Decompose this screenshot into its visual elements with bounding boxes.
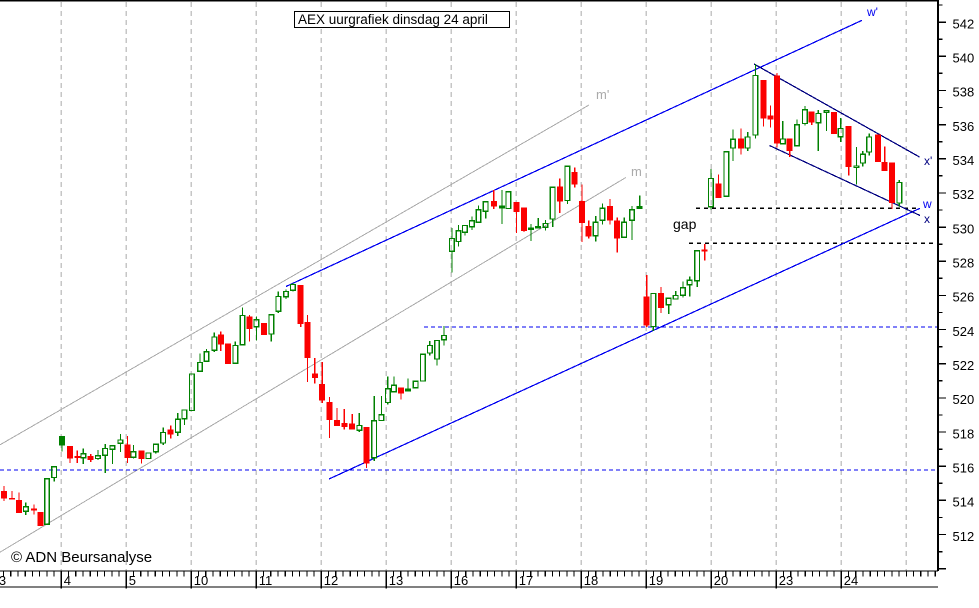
- svg-text:17: 17: [519, 573, 533, 588]
- svg-text:3: 3: [0, 573, 6, 588]
- svg-text:5: 5: [129, 573, 136, 588]
- svg-text:13: 13: [389, 573, 403, 588]
- svg-text:536: 536: [953, 119, 975, 134]
- svg-text:512: 512: [953, 529, 975, 544]
- svg-text:19: 19: [649, 573, 663, 588]
- svg-text:AEX uurgrafiek dinsdag 24 apri: AEX uurgrafiek dinsdag 24 april: [298, 12, 488, 27]
- svg-text:518: 518: [953, 426, 975, 441]
- svg-text:522: 522: [953, 358, 975, 373]
- svg-text:18: 18: [584, 573, 598, 588]
- svg-text:532: 532: [953, 187, 975, 202]
- svg-text:16: 16: [454, 573, 468, 588]
- svg-text:530: 530: [953, 221, 975, 236]
- svg-text:20: 20: [714, 573, 728, 588]
- svg-text:m: m: [631, 164, 642, 179]
- svg-text:542: 542: [953, 16, 975, 31]
- svg-text:w: w: [922, 197, 932, 211]
- svg-text:x': x': [924, 154, 932, 168]
- svg-text:538: 538: [953, 85, 975, 100]
- svg-text:12: 12: [324, 573, 338, 588]
- svg-text:10: 10: [194, 573, 208, 588]
- svg-text:w': w': [866, 5, 878, 19]
- svg-text:23: 23: [779, 573, 793, 588]
- svg-text:524: 524: [953, 324, 975, 339]
- svg-text:516: 516: [953, 461, 975, 476]
- svg-text:528: 528: [953, 256, 975, 271]
- svg-text:x: x: [924, 212, 930, 226]
- svg-text:526: 526: [953, 290, 975, 305]
- svg-text:11: 11: [259, 573, 273, 588]
- svg-text:520: 520: [953, 392, 975, 407]
- svg-text:540: 540: [953, 51, 975, 66]
- svg-text:© ADN Beursanalyse: © ADN Beursanalyse: [11, 549, 152, 566]
- svg-text:4: 4: [64, 573, 71, 588]
- svg-text:534: 534: [953, 153, 975, 168]
- svg-text:24: 24: [844, 573, 858, 588]
- svg-text:m': m': [596, 87, 609, 102]
- svg-text:gap: gap: [673, 216, 697, 232]
- svg-text:514: 514: [953, 495, 975, 510]
